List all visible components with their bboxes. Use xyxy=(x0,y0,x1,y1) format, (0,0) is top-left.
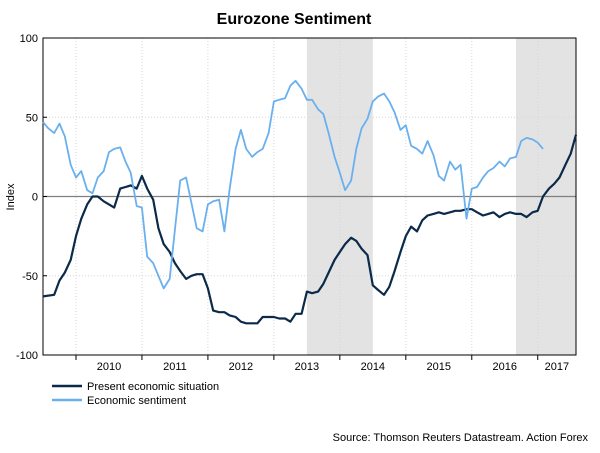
y-axis-label: Index xyxy=(5,183,17,210)
series-line-present-economic-situation xyxy=(42,134,578,325)
legend-label-present: Present economic situation xyxy=(87,381,219,393)
x-tick-label: 2017 xyxy=(545,361,569,373)
chart-title: Eurozone Sentiment xyxy=(217,11,372,28)
x-tick-label: 2012 xyxy=(229,361,253,373)
x-tick-label: 2015 xyxy=(427,361,451,373)
series-line-economic-sentiment xyxy=(42,79,544,290)
y-tick-label: -100 xyxy=(16,350,38,362)
x-tick-label: 2011 xyxy=(163,361,187,373)
series-lines xyxy=(42,79,578,325)
y-tick-label: 50 xyxy=(26,112,38,124)
x-tick-label: 2016 xyxy=(493,361,517,373)
y-tick-label: -50 xyxy=(22,271,38,283)
y-tick-label: 100 xyxy=(20,33,38,45)
legend: Present economic situation Economic sent… xyxy=(52,381,219,407)
x-tick-label: 2014 xyxy=(361,361,385,373)
y-tick-labels: 100 50 0 -50 -100 xyxy=(16,33,47,362)
source-note: Source: Thomson Reuters Datastream. Acti… xyxy=(333,432,589,444)
x-tick-label: 2010 xyxy=(97,361,121,373)
legend-label-sentiment: Economic sentiment xyxy=(87,395,186,407)
x-tick-labels: 2010 2011 2012 2013 2014 2015 2016 2017 xyxy=(75,355,569,373)
y-tick-label: 0 xyxy=(32,192,38,204)
x-tick-label: 2013 xyxy=(295,361,319,373)
